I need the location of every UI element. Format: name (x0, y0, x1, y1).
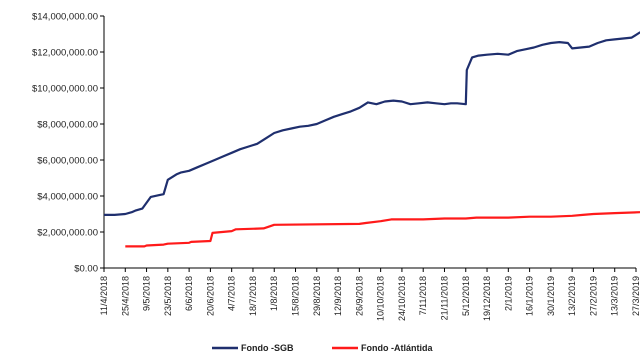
series-lines (104, 31, 640, 248)
y-tick-label: $6,000,000.00 (37, 156, 98, 167)
x-tick-label: 4/7/2018 (227, 276, 237, 311)
x-tick-label: 2/1/2019 (503, 276, 513, 311)
x-tick-label: 25/4/2018 (120, 276, 130, 316)
x-tick-label: 23/5/2018 (163, 276, 173, 316)
x-tick-label: 21/11/2018 (439, 276, 449, 320)
x-tick-label: 5/12/2018 (461, 276, 471, 316)
y-tick-label: $8,000,000.00 (37, 120, 98, 131)
series-line-sgb (104, 31, 640, 216)
x-tick-label: 13/3/2019 (610, 276, 620, 316)
x-tick-label: 7/11/2018 (418, 276, 428, 315)
x-tick-label: 29/8/2018 (312, 276, 322, 316)
x-tick-label: 13/2/2019 (567, 276, 577, 316)
x-axis: 11/4/2018 25/4/2018 9/5/2018 23/5/2018 6/6/2… (99, 267, 640, 321)
legend-label: Fondo -SGB (241, 343, 294, 353)
y-axis: $0.00 $2,000,000.00 $4,000,000.00 $6,000,00… (32, 12, 105, 275)
x-tick-label: 24/10/2018 (397, 276, 407, 321)
legend-label: Fondo -Atlántida (361, 343, 433, 353)
x-tick-label: 1/8/2018 (269, 276, 279, 311)
y-tick-label: $2,000,000.00 (37, 228, 98, 239)
y-tick-label: $10,000,000.00 (32, 84, 98, 95)
x-tick-label: 15/8/2018 (291, 276, 301, 316)
y-tick-label: $14,000,000.00 (32, 12, 98, 23)
x-tick-label: 26/9/2018 (354, 276, 364, 316)
x-tick-label: 16/1/2019 (525, 276, 535, 316)
x-tick-label: 11/4/2018 (99, 276, 109, 315)
series-line-atlantida (125, 211, 640, 248)
x-tick-label: 6/6/2018 (184, 276, 194, 311)
x-tick-label: 20/6/2018 (205, 276, 215, 316)
y-tick-label: $12,000,000.00 (32, 48, 98, 59)
x-tick-label: 10/10/2018 (376, 276, 386, 321)
x-tick-label: 27/3/2019 (631, 276, 640, 316)
legend: Fondo -SGB Fondo -Atlántida (212, 343, 433, 353)
x-tick-label: 19/12/2018 (482, 276, 492, 321)
x-tick-label: 9/5/2018 (142, 276, 152, 311)
x-tick-label: 18/7/2018 (248, 276, 258, 316)
x-tick-label: 30/1/2019 (546, 276, 556, 316)
x-tick-label: 12/9/2018 (333, 276, 343, 316)
y-tick-label: $4,000,000.00 (37, 192, 98, 203)
x-tick-label: 27/2/2019 (588, 276, 598, 316)
y-tick-label: $0.00 (74, 264, 98, 275)
